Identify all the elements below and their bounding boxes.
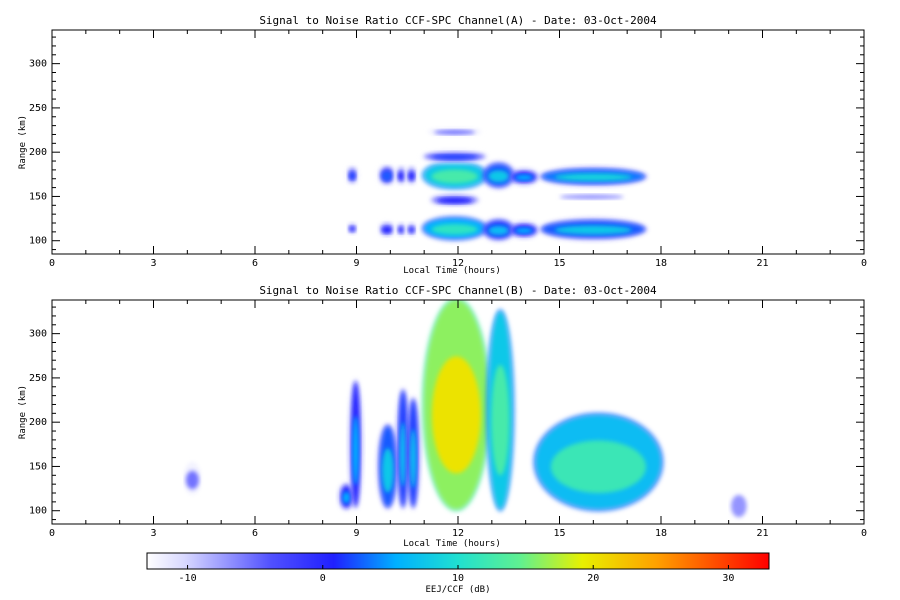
panel-b-title: Signal to Noise Ratio CCF-SPC Channel(B)… bbox=[259, 284, 657, 297]
panel-a-xlabel: Local Time (hours) bbox=[403, 266, 501, 276]
x-tick-label: 21 bbox=[756, 258, 768, 269]
panel-a-ylabel: Range (km) bbox=[18, 115, 28, 169]
x-tick-label: 0 bbox=[49, 528, 55, 539]
x-tick-label: 9 bbox=[353, 258, 359, 269]
y-tick-label: 200 bbox=[29, 417, 47, 428]
colorbar-tick-label: 10 bbox=[452, 573, 464, 584]
snr-blob bbox=[725, 481, 752, 524]
snr-blob bbox=[377, 164, 397, 187]
x-tick-label: 12 bbox=[452, 528, 464, 539]
snr-blob bbox=[509, 168, 539, 186]
snr-blob bbox=[394, 164, 409, 187]
snr-blob bbox=[482, 218, 516, 242]
y-tick-label: 200 bbox=[29, 147, 47, 158]
snr-blob bbox=[421, 149, 489, 165]
snr-blob bbox=[394, 220, 409, 239]
snr-blob bbox=[345, 165, 360, 186]
snr-blob bbox=[421, 300, 492, 512]
x-tick-label: 15 bbox=[553, 528, 565, 539]
colorbar: -10 0 10 20 30 EEJ/CCF (dB) bbox=[146, 552, 770, 595]
y-tick-label: 250 bbox=[29, 373, 47, 384]
panel-b-ylabel: Range (km) bbox=[18, 385, 28, 439]
colorbar-label: EEJ/CCF (dB) bbox=[425, 585, 490, 595]
snr-blob bbox=[180, 459, 204, 498]
panel-b-plot bbox=[180, 300, 752, 524]
snr-blob bbox=[404, 220, 419, 239]
x-tick-label: 18 bbox=[655, 258, 667, 269]
colorbar-tick-label: 30 bbox=[722, 573, 734, 584]
y-tick-label: 300 bbox=[29, 329, 47, 340]
x-tick-label: 0 bbox=[861, 258, 867, 269]
y-tick-label: 150 bbox=[29, 461, 47, 472]
x-tick-label: 21 bbox=[756, 528, 768, 539]
snr-blob bbox=[421, 215, 489, 242]
panel-b-xlabel: Local Time (hours) bbox=[403, 539, 501, 549]
panel-b: Signal to Noise Ratio CCF-SPC Channel(B)… bbox=[18, 284, 867, 549]
panel-a: Signal to Noise Ratio CCF-SPC Channel(A)… bbox=[18, 14, 867, 276]
colorbar-tick-label: 0 bbox=[320, 573, 326, 584]
colorbar-tick-label: 20 bbox=[587, 573, 599, 584]
snr-blob bbox=[338, 482, 355, 511]
snr-blob bbox=[539, 218, 648, 241]
snr-blob bbox=[424, 124, 485, 140]
y-tick-label: 250 bbox=[29, 103, 47, 114]
snr-blob bbox=[539, 166, 648, 187]
x-tick-label: 6 bbox=[252, 258, 258, 269]
snr-blob bbox=[485, 308, 516, 512]
colorbar-tick-label: -10 bbox=[179, 573, 197, 584]
snr-blob bbox=[482, 161, 516, 189]
x-tick-label: 3 bbox=[150, 258, 156, 269]
x-tick-label: 9 bbox=[353, 528, 359, 539]
snr-blob bbox=[509, 221, 539, 239]
snr-blob bbox=[395, 388, 411, 510]
panel-b-data bbox=[180, 300, 752, 524]
x-tick-label: 6 bbox=[252, 528, 258, 539]
snr-blob bbox=[546, 189, 637, 204]
snr-blob bbox=[405, 397, 421, 510]
x-tick-label: 3 bbox=[150, 528, 156, 539]
snr-blob bbox=[348, 379, 363, 510]
snr-blob bbox=[404, 164, 419, 187]
snr-blob bbox=[427, 191, 482, 209]
snr-blob bbox=[377, 220, 397, 239]
x-tick-label: 18 bbox=[655, 528, 667, 539]
y-tick-label: 100 bbox=[29, 506, 47, 517]
x-tick-label: 0 bbox=[49, 258, 55, 269]
snr-blob bbox=[377, 423, 399, 510]
panel-a-plot bbox=[345, 124, 648, 242]
x-tick-label: 12 bbox=[452, 258, 464, 269]
panel-a-data bbox=[345, 124, 648, 242]
y-tick-label: 150 bbox=[29, 191, 47, 202]
x-tick-label: 15 bbox=[553, 258, 565, 269]
colorbar-ticks: -10 0 10 20 30 bbox=[179, 565, 734, 584]
snr-blob bbox=[421, 159, 489, 191]
snr-blob bbox=[532, 412, 664, 512]
snr-blob bbox=[345, 220, 360, 237]
y-tick-label: 300 bbox=[29, 59, 47, 70]
panel-a-title: Signal to Noise Ratio CCF-SPC Channel(A)… bbox=[259, 14, 657, 27]
x-tick-label: 0 bbox=[861, 528, 867, 539]
y-tick-label: 100 bbox=[29, 236, 47, 247]
